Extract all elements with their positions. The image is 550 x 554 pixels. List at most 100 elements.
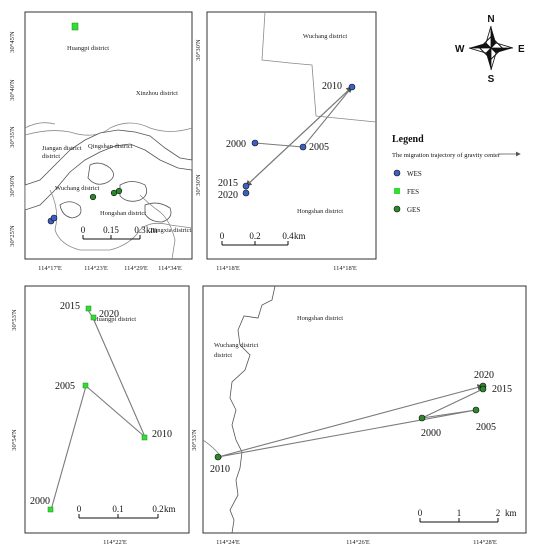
overview-boundary-line xyxy=(24,122,56,129)
legend-title: Legend xyxy=(392,134,424,145)
fes-point xyxy=(90,314,97,321)
wes-point xyxy=(50,214,58,222)
district-boundary-line xyxy=(261,11,377,123)
wes-point xyxy=(251,139,259,147)
ges-point xyxy=(115,187,123,195)
year-label: 2005 xyxy=(309,142,329,153)
latitude-label: 30°30'N xyxy=(195,174,202,196)
scale-tick-label: 0 xyxy=(77,504,82,514)
year-label: 2010 xyxy=(152,429,172,440)
district-label: Qingshan district xyxy=(88,143,133,150)
longitude-label: 114°18'E xyxy=(333,265,357,272)
scale-tick-label: 0.4 xyxy=(282,231,294,241)
trajectory-segment xyxy=(421,388,484,419)
legend-label: WES xyxy=(407,170,422,178)
district-label: Huangpi district xyxy=(94,316,136,323)
fes-point xyxy=(85,305,92,312)
longitude-label: 114°23'E xyxy=(84,265,108,272)
district-label: Jiangan district xyxy=(42,145,82,152)
legend-ges-symbol xyxy=(393,205,401,213)
year-label: 2005 xyxy=(55,381,75,392)
fes-scale-bar: 0 0.1 0.2 km xyxy=(77,504,176,519)
scale-tick-label: 2 xyxy=(496,508,501,518)
wes-scale-bar: 0 0.2 0.4 km xyxy=(220,231,306,246)
year-label: 2020 xyxy=(99,309,119,320)
trajectory-segment xyxy=(245,86,353,187)
year-label: 2000 xyxy=(226,139,246,150)
legend-label: GES xyxy=(407,206,420,214)
fes-point xyxy=(71,22,79,31)
compass-north-label: N xyxy=(487,14,494,25)
latitude-label: 30°30'N xyxy=(9,175,16,197)
wes-point xyxy=(299,143,307,151)
fes-point xyxy=(82,382,89,389)
ges-trajectory-panel: Hongshan district Wuchang district distr… xyxy=(191,285,527,546)
trajectory-segment xyxy=(217,384,485,458)
lake-shape xyxy=(59,201,82,219)
ges-point xyxy=(89,193,97,201)
longitude-label: 114°29'E xyxy=(124,265,148,272)
scale-tick-label: 0.2 xyxy=(249,231,260,241)
longitude-label: 114°18'E xyxy=(216,265,240,272)
compass-west-label: W xyxy=(455,44,465,55)
wes-frame xyxy=(206,11,377,260)
longitude-label: 114°26'E xyxy=(346,539,370,546)
district-label: Wuchang district xyxy=(214,342,259,349)
latitude-label: 30°25'N xyxy=(9,225,16,247)
legend-label: FES xyxy=(407,188,419,196)
scale-unit: km xyxy=(505,508,517,518)
year-label: 2010 xyxy=(210,464,230,475)
scale-tick-label: 0.3 xyxy=(134,225,146,235)
compass-east-label: E xyxy=(518,44,525,55)
longitude-label: 114°34'E xyxy=(158,265,182,272)
scale-tick-label: 0.1 xyxy=(112,504,123,514)
trajectory-segment xyxy=(92,317,146,438)
overview-scale-bar: 0 0.15 0.3 km xyxy=(81,225,158,240)
longitude-label: 114°17'E xyxy=(38,265,62,272)
latitude-label: 30°45'N xyxy=(9,31,16,53)
trajectory-segment xyxy=(217,409,477,458)
latitude-label: 30°30'N xyxy=(195,39,202,61)
compass-south-label: S xyxy=(488,74,495,85)
trajectory-segment xyxy=(85,385,146,438)
district-label: Wuchang district xyxy=(55,185,100,192)
trajectory-segment xyxy=(50,385,87,511)
fes-frame xyxy=(24,285,190,534)
wes-point xyxy=(348,83,356,91)
ges-point xyxy=(418,414,426,422)
ges-point xyxy=(479,385,487,393)
wes-point xyxy=(242,182,250,190)
wes-point xyxy=(242,189,250,197)
district-label: Wuchang district xyxy=(303,33,348,40)
legend-fes-symbol xyxy=(394,188,400,194)
latitude-label: 30°53'N xyxy=(11,309,18,331)
scale-tick-label: 0 xyxy=(418,508,423,518)
scale-tick-label: 0.2 xyxy=(152,504,163,514)
ges-point xyxy=(214,453,222,461)
year-label: 2000 xyxy=(30,496,50,507)
district-label: Huangpi district xyxy=(67,45,109,52)
year-label: 2015 xyxy=(218,178,238,189)
district-label: Jiangxia district xyxy=(150,227,192,234)
legend-wes-symbol xyxy=(393,169,401,177)
scale-tick-label: 1 xyxy=(457,508,462,518)
scale-unit: km xyxy=(164,504,176,514)
lake-shape xyxy=(144,202,172,223)
longitude-label: 114°24'E xyxy=(216,539,240,546)
year-label: 2015 xyxy=(492,384,512,395)
year-label: 2020 xyxy=(218,190,238,201)
scale-tick-label: 0 xyxy=(81,225,86,235)
river-shape xyxy=(24,129,193,211)
latitude-label: 30°40'N xyxy=(9,79,16,101)
longitude-label: 114°28'E xyxy=(473,539,497,546)
trajectory-segment xyxy=(302,86,353,148)
year-label: 2000 xyxy=(421,428,441,439)
district-label: Xinzhou district xyxy=(136,90,178,97)
year-label: 2015 xyxy=(60,301,80,312)
scale-tick-label: 0.15 xyxy=(103,225,119,235)
legend-subtitle: The migration trajectory of gravity cent… xyxy=(392,152,501,159)
trajectory-segment xyxy=(254,142,304,148)
district-boundary-line xyxy=(229,285,276,534)
fes-trajectory-panel: Huangpi district 2015 2020 2005 2010 200… xyxy=(11,285,190,546)
